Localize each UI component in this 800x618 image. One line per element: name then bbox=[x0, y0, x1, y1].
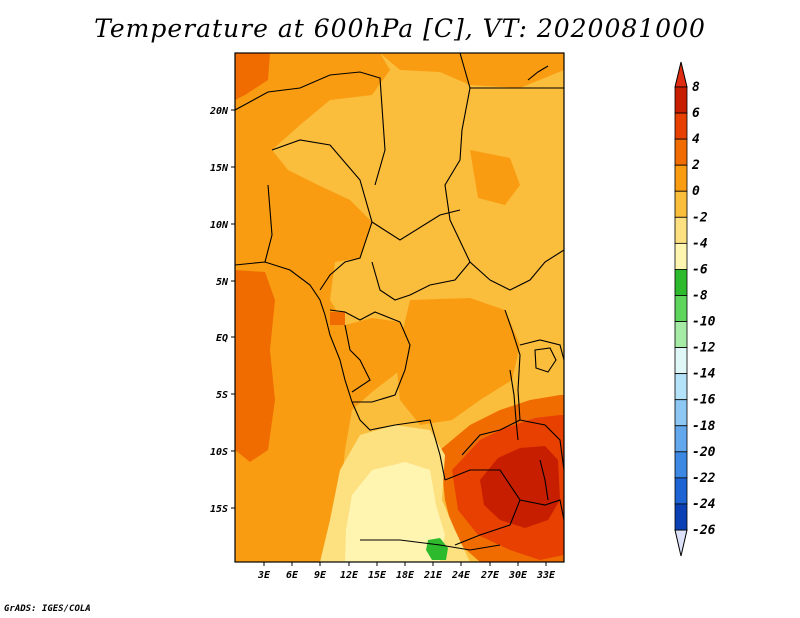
colorbar-box bbox=[674, 242, 688, 270]
temperature-field bbox=[235, 53, 564, 562]
colorbar-label: -10 bbox=[692, 315, 716, 330]
border-lake-tanganyika bbox=[509, 369, 519, 441]
colorbar-label: -20 bbox=[692, 445, 716, 460]
field-2-4-east bbox=[470, 150, 520, 205]
colorbar-label: -24 bbox=[692, 497, 716, 512]
colorbar-label: -8 bbox=[692, 288, 708, 303]
border-mozambique bbox=[519, 499, 564, 521]
lat-label-10s: 10S bbox=[210, 447, 228, 458]
lat-label-5n: 5N bbox=[216, 277, 229, 288]
border-lake-malawi bbox=[539, 459, 549, 501]
lon-label-21e: 21E bbox=[423, 570, 443, 581]
colorbar-box bbox=[674, 112, 688, 140]
colorbar-box bbox=[674, 86, 688, 114]
colorbar-label: -22 bbox=[692, 471, 716, 486]
border-red-sea-fragment bbox=[527, 65, 549, 81]
lat-label-20n: 20N bbox=[209, 106, 229, 117]
colorbar: 8 6 4 2 0 -2 -4 -6 -8 -10 -12 -14 -16 -18 -20 -22 -24 -26 bbox=[674, 61, 716, 557]
border-cameroon bbox=[329, 309, 401, 323]
border-car bbox=[371, 261, 471, 301]
field-8-core bbox=[480, 446, 560, 528]
colorbar-label: -16 bbox=[692, 393, 716, 408]
colorbar-label: 2 bbox=[691, 158, 700, 173]
border-nigeria bbox=[271, 139, 373, 291]
colorbar-label: -6 bbox=[692, 262, 708, 277]
lon-label-30e: 30E bbox=[508, 570, 528, 581]
border-drc-west bbox=[352, 321, 411, 403]
plot-frame bbox=[234, 52, 565, 563]
field-2-4-north bbox=[380, 53, 564, 88]
lat-label-15s: 15S bbox=[210, 504, 228, 515]
lon-label-15e: 15E bbox=[368, 570, 387, 581]
colorbar-box bbox=[674, 138, 688, 166]
colorbar-boxes bbox=[674, 86, 688, 531]
border-benin bbox=[264, 184, 273, 263]
colorbar-box bbox=[674, 190, 688, 218]
field-4-6-nw bbox=[235, 53, 270, 100]
colorbar-box bbox=[674, 451, 688, 479]
colorbar-label: -18 bbox=[692, 419, 716, 434]
colorbar-box bbox=[674, 347, 688, 375]
colorbar-box bbox=[674, 269, 688, 296]
lon-label-27e: 27E bbox=[480, 570, 500, 581]
border-uganda bbox=[519, 339, 564, 361]
border-niger-north bbox=[235, 71, 386, 186]
colorbar-bottom-arrow bbox=[674, 529, 688, 557]
lon-label-18e: 18E bbox=[396, 570, 415, 581]
colorbar-box bbox=[674, 399, 688, 427]
map-title: Temperature at 600hPa [C], VT: 202008100… bbox=[94, 14, 706, 43]
lon-label-33e: 33E bbox=[536, 570, 556, 581]
colorbar-label: 8 bbox=[692, 80, 700, 95]
lon-label-12e: 12E bbox=[340, 570, 359, 581]
colorbar-box bbox=[674, 503, 688, 531]
lon-label-3e: 3E bbox=[257, 570, 271, 581]
colorbar-box bbox=[674, 477, 688, 505]
border-tanzania bbox=[519, 419, 564, 471]
lat-axis: 20N 15N 10N 5N EQ 5S 10S 15S bbox=[209, 106, 235, 515]
lon-label-9e: 9E bbox=[314, 570, 327, 581]
lat-label-eq: EQ bbox=[216, 333, 228, 344]
field-4-6-west bbox=[235, 270, 275, 462]
field-m4-m2-south bbox=[345, 462, 445, 562]
colorbar-box bbox=[674, 295, 688, 322]
lon-label-6e: 6E bbox=[286, 570, 299, 581]
lat-label-5s: 5S bbox=[216, 390, 228, 401]
colorbar-top-arrow bbox=[674, 61, 688, 88]
colorbar-label: 6 bbox=[692, 106, 700, 121]
border-sudan bbox=[489, 249, 564, 291]
border-angola bbox=[351, 401, 446, 481]
border-coastline bbox=[235, 261, 353, 403]
colorbar-label: 0 bbox=[692, 184, 700, 199]
border-lake-victoria bbox=[534, 347, 557, 373]
colorbar-label: 4 bbox=[692, 132, 700, 147]
border-namibia bbox=[360, 539, 501, 551]
colorbar-box bbox=[674, 216, 688, 244]
colorbar-labels: 8 6 4 2 0 -2 -4 -6 -8 -10 -12 -14 -16 -18 -20 -22 -24 -26 bbox=[691, 80, 716, 538]
field-4-6-gulf bbox=[330, 312, 345, 325]
country-borders bbox=[235, 53, 564, 551]
colorbar-label: -12 bbox=[692, 341, 716, 356]
colorbar-box bbox=[674, 164, 688, 192]
grads-credit: GrADS: IGES/COLA bbox=[4, 604, 91, 614]
colorbar-box bbox=[674, 321, 688, 348]
colorbar-label: -4 bbox=[692, 236, 708, 251]
lon-label-24e: 24E bbox=[451, 570, 471, 581]
lon-axis: 3E 6E 9E 12E 15E 18E 21E 24E 27E 30E 33E bbox=[257, 562, 556, 581]
field-2-4-central bbox=[396, 298, 520, 425]
border-congo bbox=[344, 324, 371, 393]
lat-label-15n: 15N bbox=[210, 163, 229, 174]
border-drc-east bbox=[461, 309, 521, 456]
colorbar-label: -26 bbox=[692, 523, 716, 538]
colorbar-box bbox=[674, 373, 688, 401]
colorbar-box bbox=[674, 425, 688, 453]
border-chad-south bbox=[371, 209, 461, 241]
lat-label-10n: 10N bbox=[210, 220, 229, 231]
colorbar-label: -14 bbox=[692, 367, 716, 382]
colorbar-label: -2 bbox=[692, 210, 708, 225]
